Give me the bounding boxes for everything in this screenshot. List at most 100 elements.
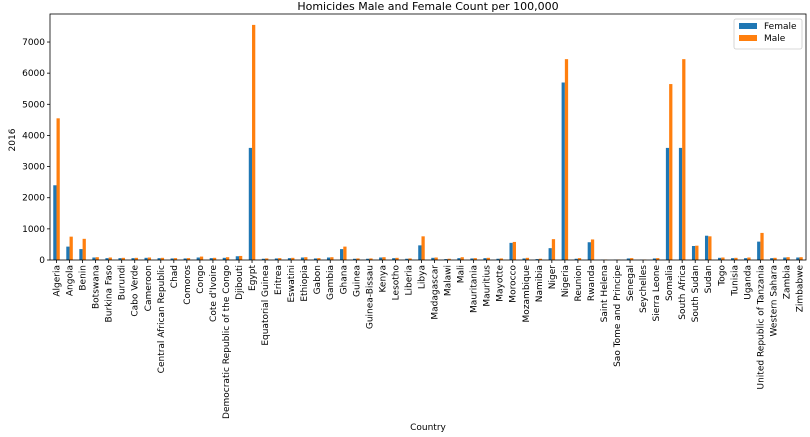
legend: Female Male [733, 18, 803, 50]
bar-male-26 [395, 257, 399, 260]
bar-male-25 [382, 257, 386, 260]
bar-male-9 [173, 258, 178, 260]
bar-male-37 [538, 258, 543, 260]
x-tick-label: Zimbabwe [795, 265, 805, 313]
bar-male-49 [695, 245, 699, 260]
legend-label-male: Male [764, 34, 786, 44]
x-tick-label: Liberia [404, 265, 414, 295]
bar-female-49 [691, 245, 696, 260]
bar-male-39 [564, 59, 569, 261]
bar-female-7 [144, 257, 148, 260]
x-tick-label: Niger [548, 265, 558, 289]
bar-female-9 [170, 258, 174, 260]
bar-male-8 [160, 257, 165, 260]
bar-male-23 [356, 258, 360, 260]
bar-female-19 [300, 257, 305, 260]
x-tick-label: Guinea-Bissau [365, 265, 375, 329]
bar-male-15 [252, 24, 256, 261]
bar-female-47 [665, 147, 670, 260]
x-tick-label: Chad [170, 265, 180, 288]
bar-male-46 [656, 258, 660, 260]
bar-male-13 [225, 257, 230, 260]
bar-male-5 [121, 257, 125, 260]
x-tick-label: Gabon [313, 265, 323, 294]
bar-female-8 [157, 258, 161, 260]
bar-female-26 [392, 258, 396, 260]
bar-female-15 [248, 147, 253, 260]
bar-female-3 [92, 257, 96, 260]
bar-female-2 [79, 249, 83, 260]
x-tick-label: Western Sahara [769, 265, 779, 336]
bar-female-29 [431, 257, 435, 260]
x-tick-label: Benin [79, 265, 89, 291]
x-tick-label: Mozambique [522, 265, 532, 323]
bar-female-25 [379, 257, 383, 260]
bar-female-35 [509, 242, 513, 260]
y-ticks-group: 0 1000 2000 3000 4000 5000 6000 7000 [22, 38, 50, 266]
bar-female-40 [574, 258, 578, 260]
bar-male-56 [786, 257, 790, 260]
x-tick-label: Ethiopia [300, 265, 310, 302]
x-tick-label: Mayotte [496, 265, 506, 302]
bar-male-4 [108, 257, 112, 260]
bar-female-13 [222, 257, 226, 260]
bar-female-23 [353, 258, 357, 260]
bar-female-54 [757, 241, 761, 260]
x-tick-label: Madagascar [431, 265, 441, 320]
bar-male-2 [82, 238, 86, 260]
bar-male-51 [721, 257, 725, 260]
bar-female-6 [131, 258, 135, 260]
bar-male-40 [577, 258, 582, 260]
chart-title: Homicides Male and Female Count per 100,… [297, 0, 558, 13]
y-axis-label: 2016 [8, 128, 18, 151]
bar-male-21 [330, 257, 334, 260]
bar-male-18 [291, 257, 295, 260]
bar-female-14 [235, 256, 239, 260]
x-tick-label: Uganda [743, 265, 753, 300]
bar-male-22 [343, 246, 347, 260]
bar-male-34 [499, 258, 503, 260]
x-tick-label: Libya [417, 265, 427, 289]
bar-female-52 [731, 258, 735, 260]
bar-male-36 [525, 257, 530, 260]
x-tick-label: Cabo Verde [131, 265, 141, 317]
bar-female-4 [105, 258, 109, 260]
x-tick-label: Eritrea [274, 265, 284, 295]
bar-female-33 [483, 258, 487, 260]
bar-male-38 [551, 239, 556, 260]
x-tick-label: Seychelles [639, 265, 649, 313]
x-tick-label: Democratic Republic of the Congo [222, 265, 232, 419]
bar-female-27 [405, 258, 409, 260]
bar-male-31 [460, 257, 464, 260]
bar-male-3 [95, 257, 99, 260]
x-tick-label: Reunion [574, 265, 584, 302]
bar-male-20 [317, 258, 321, 260]
x-tick-label: Congo [196, 265, 206, 294]
bar-female-55 [770, 258, 774, 260]
legend-swatch-female [739, 23, 757, 29]
y-tick-label: 0 [39, 256, 45, 266]
bar-male-12 [212, 257, 217, 260]
bars-group [53, 24, 803, 261]
x-tick-label: Saint Helena [600, 265, 610, 322]
x-tick-label: Togo [717, 265, 727, 287]
bar-male-32 [473, 258, 477, 260]
bar-female-17 [274, 258, 279, 260]
bar-female-28 [418, 245, 422, 260]
x-tick-label: Sierra Leone [652, 265, 662, 322]
x-tick-label: Sudan [704, 265, 714, 293]
bar-female-46 [652, 258, 657, 260]
legend-label-female: Female [764, 22, 797, 32]
bar-female-18 [287, 258, 292, 260]
x-tick-label: Cameroon [144, 265, 154, 311]
y-tick-label: 5000 [22, 100, 45, 110]
x-ticks-group: Algeria Angola Benin Botswana Burkina Faso Bu… [53, 260, 805, 419]
x-tick-label: Nigeria [561, 265, 571, 297]
x-tick-label: Morocco [509, 265, 519, 303]
bar-female-38 [548, 248, 552, 260]
y-tick-label: 6000 [22, 69, 45, 79]
x-tick-label: Ghana [339, 265, 349, 294]
bar-male-7 [147, 257, 152, 260]
bar-female-41 [587, 242, 591, 260]
